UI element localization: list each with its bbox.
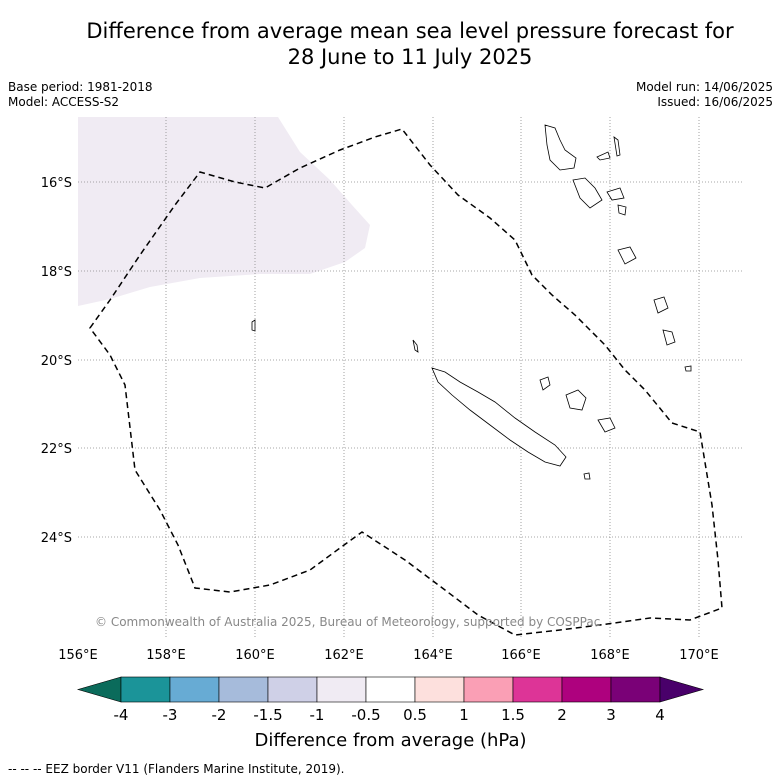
colorbar-tick-label: -1.5 bbox=[253, 706, 282, 724]
colorbar-low-extend bbox=[76, 676, 122, 703]
colorbar-high-extend bbox=[659, 676, 705, 703]
colorbar-tick-labels: -4 -3 -2 -1.5 -1 -0.5 0.5 1 1.5 2 3 4 bbox=[114, 706, 665, 724]
island-isle-of-pines bbox=[583, 472, 591, 480]
island-epi-shepherds bbox=[617, 204, 627, 216]
base-period: Base period: 1981-2018 bbox=[8, 80, 153, 94]
lat-label-24s: 24°S bbox=[41, 531, 72, 546]
island-efate bbox=[617, 246, 637, 265]
island-lifou bbox=[565, 389, 587, 411]
colorbar bbox=[76, 676, 705, 703]
colorbar-tick-label: 1.5 bbox=[501, 706, 525, 724]
colorbar-segment bbox=[610, 676, 661, 703]
island-ouvea bbox=[539, 376, 551, 391]
lon-label-166e: 166°E bbox=[501, 648, 541, 663]
chart-title: Difference from average mean sea level p… bbox=[60, 18, 760, 70]
title-line-2: 28 June to 11 July 2025 bbox=[287, 45, 533, 69]
colorbar-segment bbox=[218, 676, 269, 703]
lat-label-18s: 18°S bbox=[41, 265, 72, 280]
colorbar-segment bbox=[267, 676, 318, 703]
island-tanna bbox=[662, 329, 676, 346]
title-line-1: Difference from average mean sea level p… bbox=[86, 19, 734, 43]
colorbar-tick-label: 0.5 bbox=[403, 706, 427, 724]
lon-label-160e: 160°E bbox=[235, 648, 275, 663]
island-ambae bbox=[596, 151, 611, 161]
lon-label-164e: 164°E bbox=[413, 648, 453, 663]
colorbar-tick-label: -2 bbox=[212, 706, 227, 724]
lon-label-156e: 156°E bbox=[58, 648, 98, 663]
model-name: Model: ACCESS-S2 bbox=[8, 95, 120, 109]
colorbar-segment bbox=[463, 676, 514, 703]
pressure-anomaly-region bbox=[78, 117, 370, 306]
colorbar-tick-label: 4 bbox=[655, 706, 665, 724]
run-info: Model run: 14/06/2025 Issued: 16/06/2025 bbox=[636, 80, 773, 110]
lon-label-162e: 162°E bbox=[324, 648, 364, 663]
colorbar-tick-label: 2 bbox=[557, 706, 567, 724]
colorbar-segment bbox=[365, 676, 416, 703]
colorbar-segment bbox=[414, 676, 465, 703]
island-aneityum bbox=[684, 365, 692, 372]
lon-label-170e: 170°E bbox=[679, 648, 719, 663]
island-belep bbox=[412, 339, 419, 353]
issued-date: Issued: 16/06/2025 bbox=[657, 95, 773, 109]
lat-label-16s: 16°S bbox=[41, 176, 72, 191]
island-malekula bbox=[572, 177, 603, 209]
island-chesterfield bbox=[251, 319, 256, 332]
island-pentecost-ambrym bbox=[606, 187, 625, 201]
eez-legend-note: -- -- -- EEZ border V11 (Flanders Marine… bbox=[8, 762, 345, 776]
eez-border bbox=[89, 128, 723, 636]
colorbar-title: Difference from average (hPa) bbox=[254, 730, 527, 751]
island-maewo bbox=[613, 136, 621, 157]
latitude-labels: 16°S 18°S 20°S 22°S 24°S bbox=[41, 176, 72, 546]
longitude-labels: 156°E 158°E 160°E 162°E 164°E 166°E 168°… bbox=[58, 648, 719, 663]
island-erromango bbox=[653, 296, 669, 314]
model-info: Base period: 1981-2018 Model: ACCESS-S2 bbox=[8, 80, 153, 110]
colorbar-segment bbox=[169, 676, 220, 703]
colorbar-segment bbox=[316, 676, 367, 703]
model-run: Model run: 14/06/2025 bbox=[635, 80, 773, 94]
colorbar-tick-label: -0.5 bbox=[351, 706, 380, 724]
colorbar-segment bbox=[512, 676, 563, 703]
lat-label-20s: 20°S bbox=[41, 354, 72, 369]
lon-label-158e: 158°E bbox=[146, 648, 186, 663]
colorbar-tick-label: -1 bbox=[310, 706, 325, 724]
colorbar-tick-label: -4 bbox=[114, 706, 129, 724]
colorbar-tick-label: 1 bbox=[459, 706, 469, 724]
colorbar-segment bbox=[120, 676, 171, 703]
lat-label-22s: 22°S bbox=[41, 442, 72, 457]
coastlines bbox=[251, 124, 692, 480]
lon-label-168e: 168°E bbox=[590, 648, 630, 663]
colorbar-segment bbox=[561, 676, 612, 703]
colorbar-tick-label: 3 bbox=[606, 706, 616, 724]
island-mare bbox=[597, 417, 616, 433]
island-espiritu-santo bbox=[544, 124, 577, 171]
copyright-notice: © Commonwealth of Australia 2025, Bureau… bbox=[95, 615, 600, 629]
island-new-caledonia bbox=[431, 367, 567, 467]
colorbar-tick-label: -3 bbox=[163, 706, 178, 724]
